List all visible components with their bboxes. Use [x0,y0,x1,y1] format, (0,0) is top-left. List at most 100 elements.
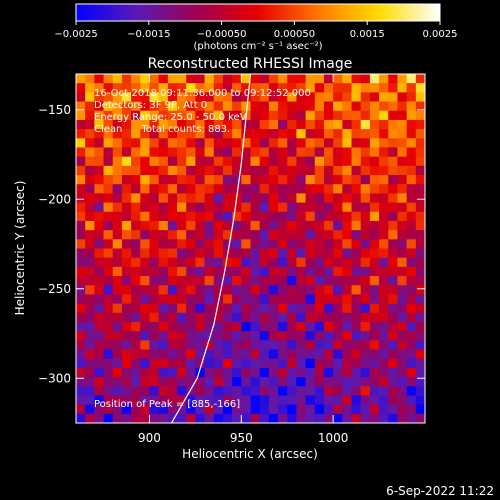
heatmap-cell [287,156,298,167]
heatmap-cell [305,147,316,158]
heatmap-cell [323,358,334,369]
heatmap-cell [287,312,298,323]
heatmap-cell [333,230,343,240]
heatmap-cell [204,321,215,332]
heatmap-cell [213,83,224,93]
heatmap-cell [296,404,307,415]
heatmap-cell [112,165,123,176]
heatmap-cell [204,276,215,286]
heatmap-cell [259,404,270,415]
heatmap-cell [103,110,114,121]
heatmap-cell [213,92,224,103]
heatmap-cell [369,377,380,387]
heatmap-cell [94,312,105,323]
heatmap-cell [415,239,425,250]
heatmap-cell [360,248,371,259]
heatmap-cell [85,156,95,167]
heatmap-cell [369,110,380,121]
heatmap-cell [149,184,160,194]
heatmap-cell [112,74,123,84]
heatmap-cell [177,119,187,130]
heatmap-cell [250,129,261,139]
heatmap-cell [121,285,132,296]
heatmap-cell [305,138,316,149]
heatmap-cell [388,321,399,332]
heatmap-cell [296,349,307,360]
heatmap-cell [195,165,206,176]
heatmap-cell [250,386,261,397]
heatmap-cell [112,377,123,387]
heatmap-cell [149,101,160,112]
annotation-detectors: Detectors: 3F 9F, Att 0 [94,100,207,111]
annotation-peak-position: Position of Peak = [885,-166] [94,399,240,410]
heatmap-cell [222,340,233,351]
heatmap-cell [314,386,325,397]
heatmap-cell [222,101,233,112]
heatmap-cell [158,294,169,305]
heatmap-cell [167,349,178,360]
heatmap-cell [268,119,279,130]
heatmap-cell [241,193,252,204]
heatmap-cell [314,312,325,323]
heatmap-cell [241,175,252,185]
heatmap-cell [323,193,334,204]
heatmap-cell [388,340,399,351]
heatmap-cell [112,138,123,149]
heatmap-cell [241,101,252,112]
heatmap-cell [241,266,252,277]
heatmap-cell [406,331,417,341]
heatmap-cell [103,285,114,296]
heatmap-cell [241,349,252,360]
heatmap-cell [323,413,334,423]
heatmap-cell [204,220,215,231]
heatmap-cell [342,404,353,415]
heatmap-cell [369,404,380,415]
heatmap-cell [222,386,233,397]
heatmap-cell [379,74,389,84]
heatmap-cell [158,303,169,314]
heatmap-cell [149,202,160,213]
heatmap-cell [232,340,242,351]
heatmap-cell [268,220,279,231]
heatmap-cell [158,74,169,84]
heatmap-cell [259,386,270,397]
heatmap-cell [351,303,362,314]
heatmap-cell [250,101,261,112]
heatmap-cell [149,239,160,250]
heatmap-cell [195,321,206,332]
heatmap-cell [167,230,178,240]
heatmap-cell [314,74,325,84]
heatmap-cell [103,92,114,103]
heatmap-cell [342,175,353,185]
heatmap-cell [131,110,141,121]
heatmap-cell [177,367,187,378]
heatmap-cell [112,211,123,222]
heatmap-cell [131,285,141,296]
heatmap-cell [314,110,325,121]
heatmap-cell [287,321,298,332]
heatmap-cell [305,156,316,167]
heatmap-cell [250,230,261,240]
heatmap-cell [296,248,307,259]
heatmap-cell [76,138,86,149]
heatmap-cell [232,386,242,397]
heatmap-cell [222,294,233,305]
heatmap-cell [360,101,371,112]
heatmap-cell [333,101,343,112]
heatmap-cell [232,266,242,277]
heatmap-cell [305,340,316,351]
heatmap-cell [131,386,141,397]
heatmap-cell [369,138,380,149]
heatmap-cell [323,184,334,194]
heatmap-cell [149,303,160,314]
heatmap-cell [149,165,160,176]
heatmap-cell [94,276,105,286]
heatmap-cell [379,184,389,194]
heatmap-cell [112,404,123,415]
heatmap-cell [397,321,408,332]
heatmap-cell [121,294,132,305]
heatmap-cell [204,193,215,204]
heatmap-cell [397,285,408,296]
heatmap-cell [406,303,417,314]
heatmap-cell [296,276,307,286]
